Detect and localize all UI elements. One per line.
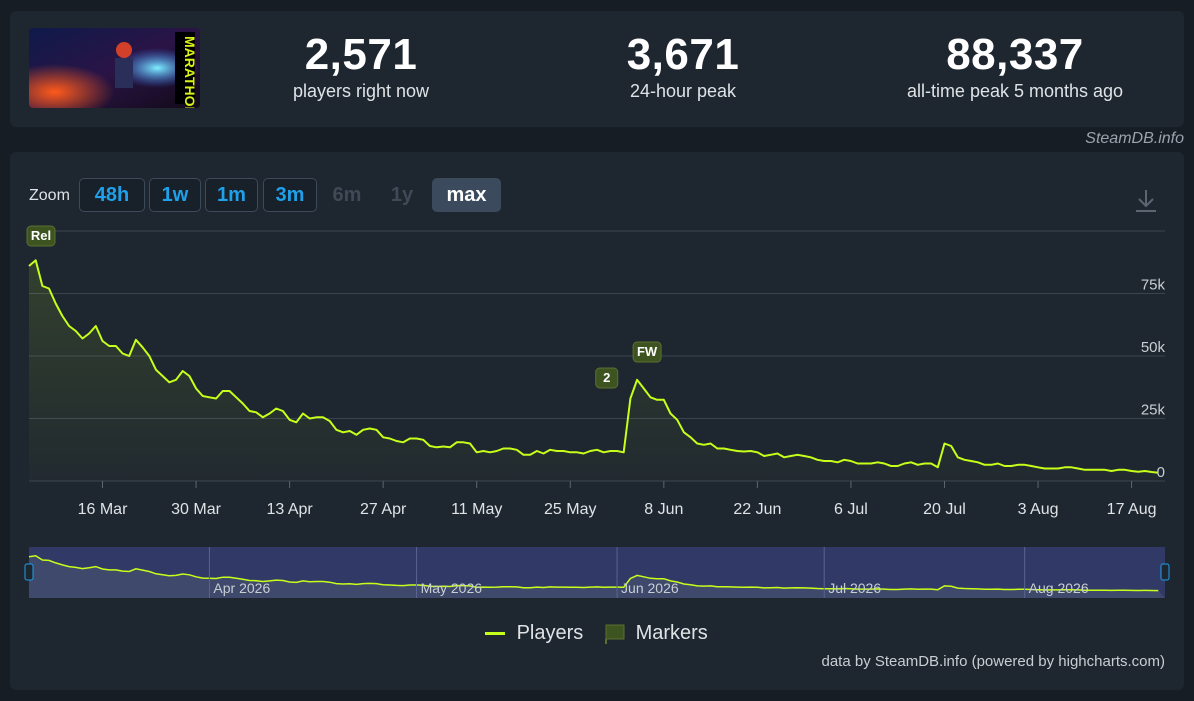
legend-label-players: Players: [516, 622, 584, 644]
legend-label-markers: Markers: [635, 622, 708, 644]
legend-line-swatch: [485, 632, 505, 636]
x-tick-label: 8 Jun: [644, 501, 683, 518]
event-marker: 2: [595, 367, 619, 389]
event-marker: Rel: [26, 225, 56, 247]
stat-current-players: 2,571 players right now: [271, 29, 451, 101]
x-tick-label: 11 May: [451, 501, 502, 518]
x-tick-label: 13 Apr: [266, 501, 313, 518]
stat-label: players right now: [292, 81, 430, 101]
steamdb-credit-link[interactable]: SteamDB.info: [1085, 130, 1184, 147]
y-tick-label: 0: [1157, 464, 1165, 481]
navigator-area: [29, 555, 1165, 598]
navigator-label: May 2026: [421, 580, 483, 596]
x-tick-label: 6 Jul: [834, 501, 868, 518]
x-tick-label: 3 Aug: [1018, 501, 1059, 518]
x-tick-label: 30 Mar: [171, 501, 221, 518]
x-tick-label: 27 Apr: [360, 501, 407, 518]
stat-label: 24-hour peak: [629, 81, 737, 101]
x-tick-label: 22 Jun: [733, 501, 781, 518]
x-tick-label: 16 Mar: [78, 501, 128, 518]
marker-label: 2: [603, 370, 610, 385]
navigator-label: Apr 2026: [213, 580, 270, 596]
stat-value: 88,337: [946, 30, 1084, 79]
flag-icon: [605, 624, 625, 644]
game-thumbnail[interactable]: MARATHON: [29, 28, 200, 108]
zoom-48h-button[interactable]: 48h: [79, 178, 145, 212]
series-area: [29, 260, 1159, 481]
zoom-label: Zoom: [29, 187, 70, 204]
y-tick-label: 75k: [1141, 277, 1166, 294]
marker-label: FW: [637, 344, 658, 359]
stat-label: all-time peak 5 months ago: [906, 81, 1124, 101]
y-axis-labels: 0 25k 50k 75k: [1141, 277, 1166, 482]
stats-panel: MARATHON 2,571 players right now 3,671 2…: [10, 11, 1184, 127]
players-line: [28, 259, 1159, 474]
x-tick-label: 25 May: [544, 501, 596, 518]
marker-box: [632, 341, 662, 363]
y-tick-label: 25k: [1141, 402, 1166, 419]
stat-all-time-peak: 88,337 all-time peak 5 months ago: [865, 29, 1165, 101]
event-marker: FW: [632, 341, 662, 363]
zoom-1w-button[interactable]: 1w: [149, 178, 201, 212]
zoom-3m-button[interactable]: 3m: [263, 178, 317, 212]
download-icon[interactable]: [1134, 188, 1158, 214]
navigator-line: [28, 555, 1159, 592]
marker-label: Rel: [31, 228, 51, 243]
series-line: [28, 259, 1159, 474]
event-markers: Rel FW 2: [26, 225, 662, 389]
marker-box: [595, 367, 619, 389]
navigator-label: Jun 2026: [621, 580, 679, 596]
stat-value: 2,571: [304, 30, 418, 79]
game-art: MARATHON: [29, 28, 200, 108]
navigator-label: Aug 2026: [1029, 580, 1089, 596]
chart-panel: Zoom 48h 1w 1m 3m 6m 1y max 0 25k 50k 75k 1…: [10, 152, 1184, 690]
zoom-max-button[interactable]: max: [432, 178, 501, 212]
navigator-handle-right[interactable]: [1160, 563, 1170, 581]
legend-item-players[interactable]: Players: [485, 622, 583, 645]
zoom-1m-button[interactable]: 1m: [205, 178, 258, 212]
stat-value: 3,671: [626, 30, 740, 79]
x-axis-labels: 16 Mar 30 Mar 13 Apr 27 Apr 11 May 25 May 8 Ju…: [78, 481, 1157, 518]
x-tick-label: 20 Jul: [923, 501, 966, 518]
zoom-1y-button: 1y: [390, 184, 414, 206]
navigator-handle-left[interactable]: [24, 563, 34, 581]
marker-box: [26, 225, 56, 247]
zoom-6m-button: 6m: [332, 184, 362, 206]
stat-24h-peak: 3,671 24-hour peak: [593, 29, 773, 101]
chart-credit: data by SteamDB.info (powered by highcha…: [821, 653, 1166, 670]
navigator-label: Jul 2026: [828, 580, 881, 596]
player-count-chart: 0 25k 50k 75k 16 Mar 30 Mar 13 Apr 27 Apr 11 Ma…: [24, 225, 1170, 598]
players-area: [29, 260, 1159, 481]
game-logo-text: MARATHON: [182, 36, 198, 108]
y-tick-label: 50k: [1141, 339, 1166, 356]
x-tick-label: 17 Aug: [1107, 501, 1157, 518]
legend-item-markers[interactable]: Markers: [604, 622, 708, 645]
navigator[interactable]: Apr 2026 May 2026 Jun 2026 Jul 2026 Aug 2026: [24, 547, 1170, 598]
